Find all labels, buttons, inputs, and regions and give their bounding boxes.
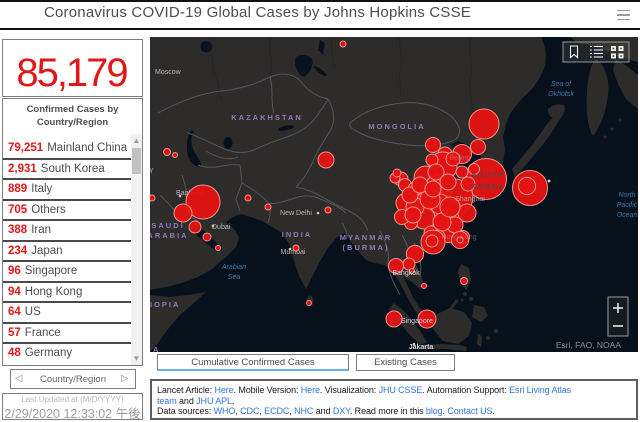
svg-text:MYANMAR: MYANMAR	[340, 233, 392, 242]
svg-text:New Delhi: New Delhi	[280, 210, 312, 217]
svg-text:Ocean: Ocean	[617, 212, 638, 219]
svg-text:MONGOLIA: MONGOLIA	[368, 122, 425, 131]
svg-text:SOUTH: SOUTH	[471, 170, 504, 179]
svg-text:SAUDI: SAUDI	[151, 221, 184, 230]
svg-text:Dubai: Dubai	[212, 224, 231, 231]
svg-text:Jakarta: Jakarta	[409, 344, 434, 351]
svg-text:KAZAKHSTAN: KAZAKHSTAN	[231, 113, 303, 122]
svg-text:ETHIOPIA: ETHIOPIA	[150, 300, 180, 309]
svg-text:ARABIA: ARABIA	[150, 231, 189, 240]
svg-text:Sea of: Sea of	[551, 81, 572, 88]
svg-text:Singapore: Singapore	[401, 318, 433, 325]
svg-text:Esri, FAO, NOAA: Esri, FAO, NOAA	[556, 340, 622, 350]
svg-text:Pacific: Pacific	[617, 202, 638, 209]
svg-text:Beijing: Beijing	[449, 155, 470, 162]
svg-text:Shanghai: Shanghai	[455, 196, 485, 203]
svg-text:Hong Kong: Hong Kong	[441, 234, 476, 241]
svg-text:Okhotsk: Okhotsk	[548, 91, 574, 98]
svg-text:Bangkok: Bangkok	[392, 270, 420, 277]
svg-text:Moscow: Moscow	[155, 69, 182, 76]
svg-text:KOREA: KOREA	[471, 182, 505, 191]
svg-text:Sea: Sea	[228, 274, 241, 281]
svg-text:(BURMA): (BURMA)	[343, 243, 390, 252]
svg-text:Mumbai: Mumbai	[281, 249, 306, 256]
svg-text:INDIA: INDIA	[282, 230, 312, 239]
svg-text:Arabian: Arabian	[221, 264, 246, 271]
svg-text:North: North	[618, 192, 635, 199]
svg-text:A: A	[153, 345, 160, 352]
svg-text:TURKEY: TURKEY	[150, 166, 156, 175]
